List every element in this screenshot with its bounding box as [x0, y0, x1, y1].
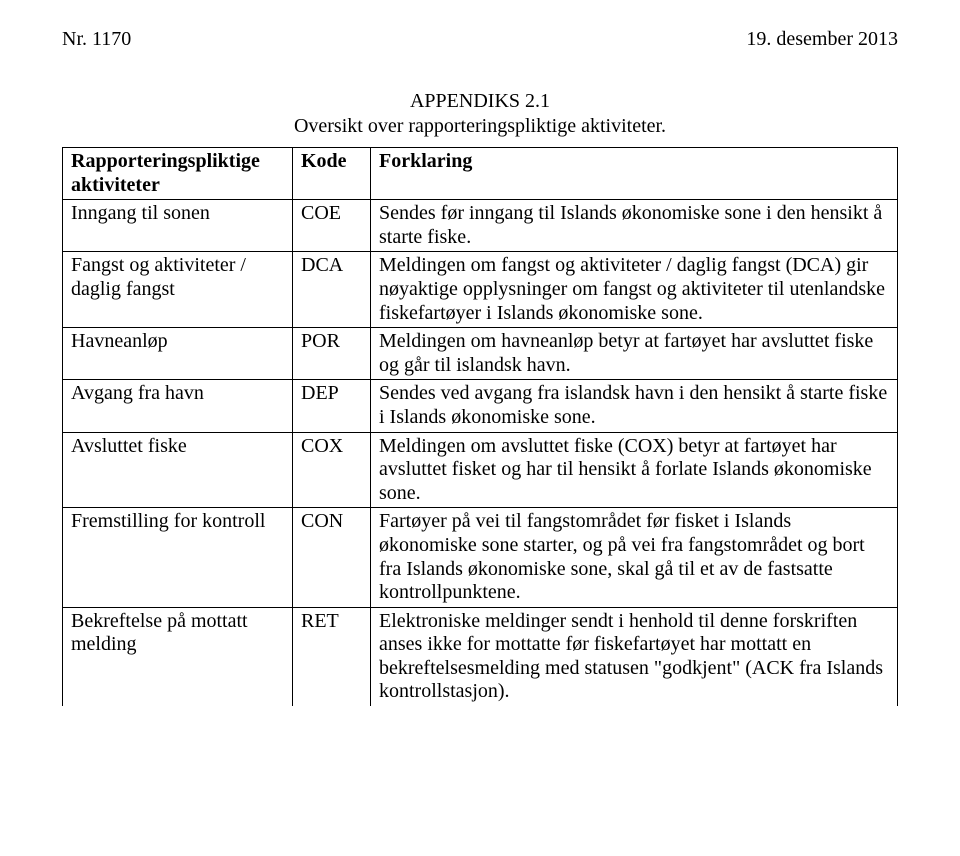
cell-activity: Bekreftelse på mottatt melding: [63, 607, 293, 706]
cell-explanation: Sendes ved avgang fra islandsk havn i de…: [371, 380, 898, 432]
cell-explanation: Fartøyer på vei til fangstområdet før fi…: [371, 508, 898, 607]
col-header-code: Kode: [293, 148, 371, 200]
cell-activity: Avsluttet fiske: [63, 432, 293, 508]
cell-code: DEP: [293, 380, 371, 432]
cell-activity: Havneanløp: [63, 328, 293, 380]
appendix-title: APPENDIKS 2.1 Oversikt over rapportering…: [62, 89, 898, 139]
cell-code: DCA: [293, 252, 371, 328]
appendix-title-line1: APPENDIKS 2.1: [62, 89, 898, 114]
table-row: Avsluttet fiske COX Meldingen om avslutt…: [63, 432, 898, 508]
page-header: Nr. 1170 19. desember 2013: [62, 28, 898, 51]
cell-activity: Inngang til sonen: [63, 200, 293, 252]
activities-table: Rapporteringspliktige aktiviteter Kode F…: [62, 147, 898, 706]
cell-code: POR: [293, 328, 371, 380]
col-header-explanation: Forklaring: [371, 148, 898, 200]
table-row: Fangst og aktiviteter / daglig fangst DC…: [63, 252, 898, 328]
cell-explanation: Meldingen om havneanløp betyr at fartøye…: [371, 328, 898, 380]
table-row: Bekreftelse på mottatt melding RET Elekt…: [63, 607, 898, 706]
cell-code: RET: [293, 607, 371, 706]
table-header-row: Rapporteringspliktige aktiviteter Kode F…: [63, 148, 898, 200]
cell-activity: Fangst og aktiviteter / daglig fangst: [63, 252, 293, 328]
cell-code: COX: [293, 432, 371, 508]
cell-explanation: Sendes før inngang til Islands økonomisk…: [371, 200, 898, 252]
table-row: Fremstilling for kontroll CON Fartøyer p…: [63, 508, 898, 607]
col-header-activity: Rapporteringspliktige aktiviteter: [63, 148, 293, 200]
cell-explanation: Meldingen om avsluttet fiske (COX) betyr…: [371, 432, 898, 508]
cell-activity: Avgang fra havn: [63, 380, 293, 432]
cell-code: CON: [293, 508, 371, 607]
header-right: 19. desember 2013: [746, 28, 898, 51]
table-row: Havneanløp POR Meldingen om havneanløp b…: [63, 328, 898, 380]
cell-explanation: Elektroniske meldinger sendt i henhold t…: [371, 607, 898, 706]
appendix-title-line2: Oversikt over rapporteringspliktige akti…: [62, 114, 898, 139]
cell-code: COE: [293, 200, 371, 252]
header-left: Nr. 1170: [62, 28, 131, 51]
cell-explanation: Meldingen om fangst og aktiviteter / dag…: [371, 252, 898, 328]
table-row: Avgang fra havn DEP Sendes ved avgang fr…: [63, 380, 898, 432]
table-row: Inngang til sonen COE Sendes før inngang…: [63, 200, 898, 252]
cell-activity: Fremstilling for kontroll: [63, 508, 293, 607]
